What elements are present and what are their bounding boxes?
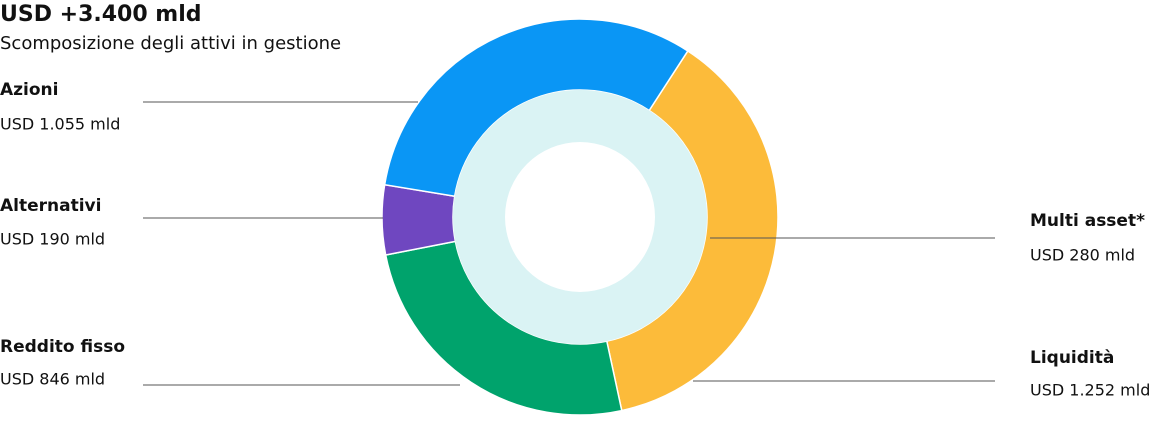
category-label: Alternativi: [0, 196, 101, 216]
chart-title: USD +3.400 mld: [0, 2, 202, 27]
value-label: USD 1.252 mld: [1030, 381, 1150, 400]
category-label: Liquidità: [1030, 348, 1114, 368]
inner-ring: [453, 90, 707, 344]
value-label: USD 190 mld: [0, 230, 105, 249]
value-label: USD 280 mld: [1030, 246, 1135, 265]
category-label: Azioni: [0, 80, 59, 100]
chart-subtitle: Scomposizione degli attivi in gestione: [0, 33, 341, 54]
category-label: Reddito fisso: [0, 337, 125, 357]
value-label: USD 846 mld: [0, 370, 105, 389]
category-label: Multi asset*: [1030, 211, 1145, 231]
value-label: USD 1.055 mld: [0, 115, 120, 134]
